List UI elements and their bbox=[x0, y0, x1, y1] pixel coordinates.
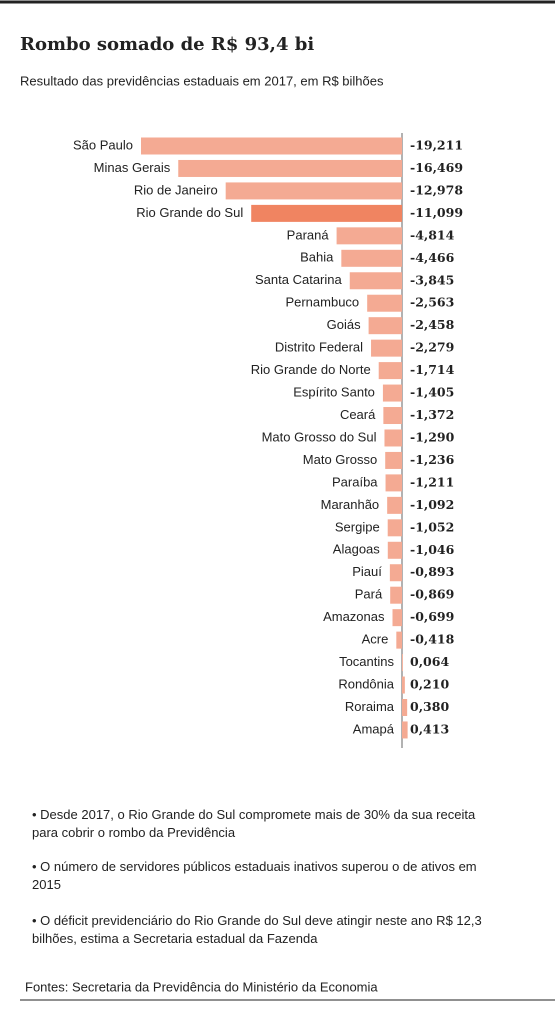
bar bbox=[402, 654, 403, 672]
category-label: Alagoas bbox=[333, 542, 380, 557]
bar bbox=[383, 407, 402, 425]
category-label: Distrito Federal bbox=[275, 340, 363, 355]
category-label: Roraima bbox=[345, 699, 395, 714]
category-label: Rio Grande do Sul bbox=[136, 205, 243, 220]
bar bbox=[367, 294, 402, 312]
category-label: Amapá bbox=[353, 721, 395, 736]
value-label: 0,210 bbox=[410, 677, 449, 692]
chart-title: Rombo somado de R$ 93,4 bi bbox=[20, 34, 314, 55]
value-label: -1,211 bbox=[410, 474, 454, 489]
value-label: -1,092 bbox=[410, 497, 454, 512]
value-label: -4,466 bbox=[410, 250, 455, 265]
category-label: Rio Grande do Norte bbox=[251, 362, 371, 377]
category-label: Pará bbox=[355, 587, 383, 602]
note: • O número de servidores públicos estadu… bbox=[32, 859, 477, 892]
bar bbox=[349, 272, 402, 290]
value-label: -3,845 bbox=[410, 272, 454, 287]
value-label: -2,279 bbox=[410, 340, 454, 355]
bar bbox=[371, 339, 402, 357]
bar bbox=[178, 159, 402, 177]
value-label: -1,405 bbox=[410, 385, 454, 400]
value-label: -0,418 bbox=[410, 632, 455, 647]
bar bbox=[141, 137, 402, 155]
category-label: Acre bbox=[362, 632, 389, 647]
bar bbox=[251, 204, 402, 222]
category-label: Goiás bbox=[327, 317, 361, 332]
category-label: Mato Grosso bbox=[303, 452, 377, 467]
bar bbox=[390, 586, 402, 604]
value-label: -1,236 bbox=[410, 452, 455, 467]
value-label: -0,893 bbox=[410, 564, 454, 579]
chart-subtitle: Resultado das previdências estaduais em … bbox=[20, 73, 384, 88]
value-label: 0,413 bbox=[410, 721, 449, 736]
bar bbox=[385, 474, 402, 492]
value-label: -12,978 bbox=[410, 182, 463, 197]
note: • Desde 2017, o Rio Grande do Sul compro… bbox=[32, 807, 476, 840]
bar bbox=[341, 249, 402, 267]
category-label: São Paulo bbox=[73, 137, 133, 152]
category-label: Paraíba bbox=[332, 474, 378, 489]
value-label: -16,469 bbox=[410, 160, 463, 175]
value-label: -2,458 bbox=[410, 317, 455, 332]
bar bbox=[368, 317, 402, 335]
bar bbox=[402, 721, 408, 739]
category-label: Piauí bbox=[352, 564, 382, 579]
category-label: Santa Catarina bbox=[255, 272, 342, 287]
bar bbox=[392, 609, 402, 627]
value-label: -0,699 bbox=[410, 609, 454, 624]
category-label: Espírito Santo bbox=[293, 384, 375, 399]
category-label: Maranhão bbox=[321, 497, 380, 512]
value-label: -1,372 bbox=[410, 407, 454, 422]
value-label: -19,211 bbox=[410, 138, 463, 153]
bar bbox=[385, 451, 402, 469]
bar bbox=[402, 676, 405, 694]
category-label: Sergipe bbox=[335, 519, 380, 534]
bar bbox=[225, 182, 402, 200]
value-label: -1,714 bbox=[410, 362, 455, 377]
bar bbox=[396, 631, 402, 649]
category-label: Rio de Janeiro bbox=[134, 182, 218, 197]
category-label: Ceará bbox=[340, 407, 376, 422]
bar bbox=[387, 496, 402, 514]
bar bbox=[336, 227, 402, 245]
category-label: Paraná bbox=[287, 227, 330, 242]
note: • O déficit previdenciário do Rio Grande… bbox=[32, 913, 482, 946]
value-label: 0,380 bbox=[410, 699, 449, 714]
bar bbox=[378, 362, 402, 380]
value-label: -1,052 bbox=[410, 519, 454, 534]
value-label: -4,814 bbox=[410, 227, 455, 242]
source: Fontes: Secretaria da Previdência do Min… bbox=[25, 979, 378, 994]
category-label: Amazonas bbox=[323, 609, 385, 624]
value-label: -11,099 bbox=[410, 205, 463, 220]
category-label: Pernambuco bbox=[285, 295, 359, 310]
bar bbox=[387, 519, 402, 537]
bar bbox=[382, 384, 402, 402]
bar bbox=[387, 541, 402, 559]
category-label: Mato Grosso do Sul bbox=[262, 429, 377, 444]
value-label: -1,290 bbox=[410, 429, 455, 444]
bar bbox=[402, 699, 408, 716]
category-label: Minas Gerais bbox=[94, 160, 171, 175]
value-label: -0,869 bbox=[410, 587, 454, 602]
category-label: Bahia bbox=[300, 250, 334, 265]
value-label: -2,563 bbox=[410, 295, 454, 310]
value-label: 0,064 bbox=[410, 654, 449, 669]
category-label: Rondônia bbox=[338, 676, 394, 691]
category-label: Tocantins bbox=[339, 654, 394, 669]
value-label: -1,046 bbox=[410, 542, 455, 557]
bar bbox=[384, 429, 402, 447]
bar bbox=[389, 564, 402, 582]
